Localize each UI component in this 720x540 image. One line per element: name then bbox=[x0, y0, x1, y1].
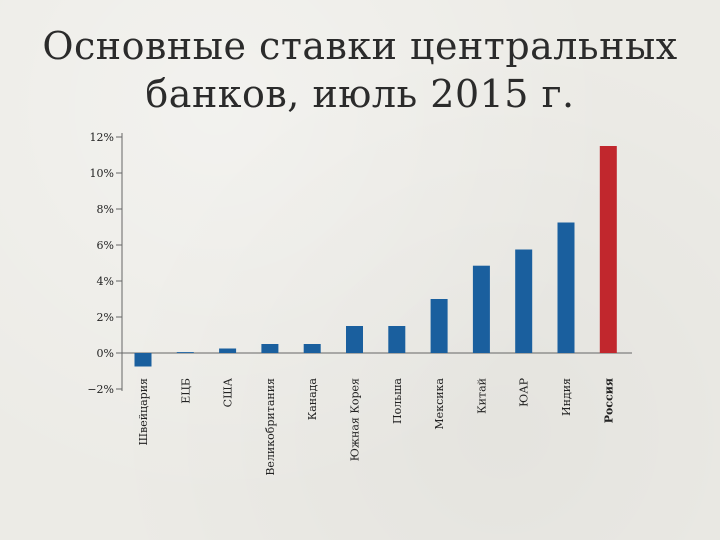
bar-12 bbox=[599, 146, 617, 353]
slide-title-line1: Основные ставки центральных bbox=[42, 24, 678, 68]
bar-7 bbox=[388, 326, 406, 353]
category-label: Южная Корея bbox=[349, 378, 362, 461]
bar-1 bbox=[134, 353, 152, 367]
bar-4 bbox=[261, 344, 279, 353]
bar-8 bbox=[430, 299, 448, 353]
bar-3 bbox=[219, 348, 237, 353]
category-label: Польша bbox=[391, 378, 404, 424]
category-label: Индия bbox=[560, 378, 573, 416]
category-label: Великобритания bbox=[264, 378, 277, 476]
category-label: США bbox=[222, 377, 235, 407]
bar-9 bbox=[472, 265, 490, 353]
category-label: Швейцария bbox=[137, 378, 150, 446]
y-tick-label: −2% bbox=[87, 383, 114, 396]
category-label: ЮАР bbox=[518, 377, 531, 406]
bar-6 bbox=[346, 326, 363, 353]
bar-10 bbox=[515, 249, 533, 353]
y-tick-label: 8% bbox=[97, 203, 114, 216]
category-label: Китай bbox=[475, 378, 488, 414]
y-tick-label: 4% bbox=[97, 275, 114, 288]
bar-2 bbox=[176, 352, 194, 353]
y-tick-label: 12% bbox=[90, 131, 114, 144]
y-tick-label: 6% bbox=[97, 239, 114, 252]
y-tick-label: 2% bbox=[97, 311, 114, 324]
category-label: Канада bbox=[306, 378, 319, 421]
category-label: Россия bbox=[602, 378, 615, 423]
bar-5 bbox=[303, 344, 321, 353]
slide-title-line2: банков, июль 2015 г. bbox=[145, 72, 575, 116]
slide-title: Основные ставки центральных банков, июль… bbox=[40, 22, 680, 118]
category-label: ЕЦБ bbox=[179, 378, 192, 404]
category-label: Мексика bbox=[433, 378, 446, 430]
bar-11 bbox=[557, 222, 575, 353]
y-tick-label: 10% bbox=[90, 167, 114, 180]
y-tick-label: 0% bbox=[97, 347, 114, 360]
